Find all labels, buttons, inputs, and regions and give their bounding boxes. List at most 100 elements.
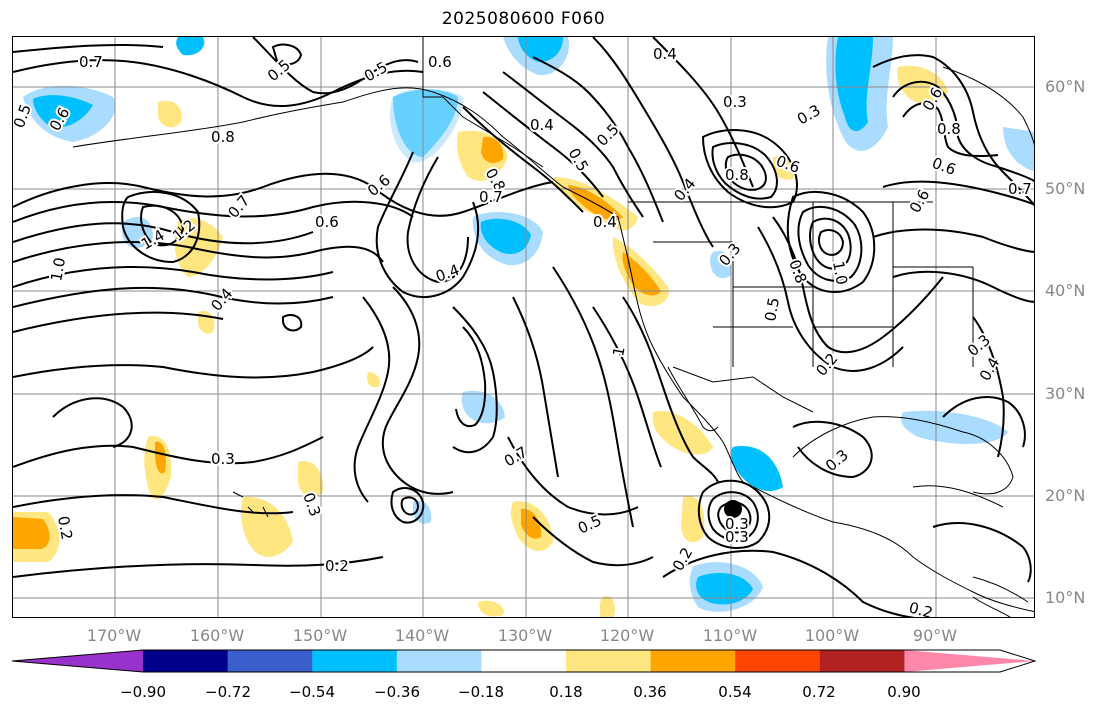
- contour-label: 0.5: [264, 56, 294, 85]
- fill-blob: [174, 217, 223, 277]
- fill-blob: [33, 95, 93, 128]
- colorbar: [11, 649, 1037, 673]
- contour-line: [932, 522, 1032, 583]
- contour-line: [701, 129, 798, 209]
- contour-label: 0.3: [794, 101, 824, 129]
- contour-line: [13, 346, 374, 379]
- fill-blob: [709, 250, 732, 279]
- coastline-cuba: [912, 485, 1004, 508]
- contour-label: 0.6: [930, 154, 959, 179]
- contour-line: [13, 222, 314, 245]
- colorbar-segment: [143, 650, 229, 672]
- fill-blob: [198, 310, 215, 334]
- coastline-alaska: [72, 87, 619, 218]
- contour-label: 0.7: [1008, 180, 1032, 198]
- fill-blob: [478, 600, 504, 617]
- contour-line: [697, 479, 771, 549]
- lon-label: 150°W: [292, 626, 348, 645]
- figure-title: 2025080600 F060: [441, 9, 606, 29]
- contour-line: [882, 180, 1034, 206]
- contour-label: 0.4: [593, 213, 617, 231]
- colorbar-tick-label: 0.36: [633, 683, 667, 701]
- contour-line: [592, 37, 714, 248]
- fill-blob: [389, 88, 464, 163]
- contour-line: [452, 306, 498, 454]
- contour-line: [252, 37, 419, 95]
- contour-line: [13, 266, 334, 288]
- map-panel: 0.7 0.6 0.5 0.5 0.4 0.3 0.3 0.8 0.6 0.6 …: [12, 36, 1035, 618]
- contour-line: [406, 156, 469, 284]
- contour-line: [400, 496, 420, 516]
- contour-line: [353, 296, 391, 503]
- colorbar-segment: [735, 650, 821, 672]
- border-us-mexico: [672, 366, 814, 413]
- contour-layer: [13, 37, 1034, 617]
- contour-line: [757, 226, 904, 372]
- fill-blob: [155, 441, 166, 474]
- colorbar-tick-label: 0.90: [887, 683, 921, 701]
- fill-blob: [599, 596, 615, 617]
- contour-label: 0.8: [211, 128, 235, 146]
- contour-line: [13, 200, 414, 223]
- contour-line: [390, 487, 425, 524]
- lon-label: 160°W: [189, 626, 245, 645]
- contour-label: 0.8: [725, 166, 749, 184]
- contour-label: 0.7: [79, 53, 103, 71]
- fill-blob: [13, 517, 50, 549]
- fill-blob: [730, 446, 783, 492]
- lat-label: 20°N: [1045, 486, 1086, 505]
- colorbar-tick-label: −0.54: [289, 683, 335, 701]
- contour-label: 0.4: [530, 116, 554, 134]
- contour-line: [724, 153, 767, 191]
- contour-line: [786, 191, 876, 294]
- fill-blob: [897, 65, 948, 104]
- contour-line: [482, 91, 604, 198]
- colorbar-segment: [904, 650, 1035, 672]
- lon-label: 90°W: [912, 626, 958, 645]
- contour-line: [13, 436, 324, 468]
- colorbar-segment: [312, 650, 398, 672]
- contour-line: [52, 397, 133, 448]
- contour-label: 0.3: [725, 528, 749, 546]
- contour-line: [512, 296, 559, 478]
- contour-line: [532, 56, 664, 223]
- fill-blob: [622, 252, 661, 296]
- fill-blob: [518, 37, 563, 62]
- coastline-west-coast: [617, 216, 744, 483]
- fill-blob: [1003, 127, 1034, 172]
- contour-line: [121, 191, 201, 264]
- fill-blob: [481, 136, 504, 163]
- contour-line: [902, 102, 999, 157]
- state-lines: [653, 202, 974, 367]
- lat-label: 60°N: [1045, 77, 1086, 96]
- lon-label: 140°W: [394, 626, 450, 645]
- coastline-hudson: [942, 66, 1034, 146]
- storm-center-marker: [724, 500, 742, 518]
- contour-label: 0.3: [723, 93, 747, 111]
- lon-label: 100°W: [804, 626, 860, 645]
- contour-label: 0.6: [428, 53, 452, 71]
- contour-label: 1: [609, 345, 628, 358]
- colorbar-tick-label: 0.72: [802, 683, 836, 701]
- contour-label: 0.3: [725, 515, 749, 533]
- contour-line: [711, 142, 778, 200]
- contour-line: [792, 420, 873, 479]
- contour-label: 0.4: [653, 45, 677, 63]
- contour-line: [455, 326, 487, 428]
- contour-line: [13, 43, 164, 53]
- contour-line: [662, 549, 915, 617]
- contour-label: 0.2: [325, 557, 349, 575]
- contour-line: [818, 229, 845, 256]
- colorbar-outline: [11, 649, 1037, 673]
- contour-line: [13, 556, 384, 578]
- contour-line: [872, 54, 1034, 207]
- coastline-islands: [177, 226, 269, 518]
- lon-label: 120°W: [599, 626, 655, 645]
- contour-label: 0.4: [670, 175, 699, 205]
- contour-line: [462, 106, 584, 213]
- fill-blob: [176, 37, 205, 56]
- contour-label: 1.0: [829, 260, 851, 287]
- lon-label: 110°W: [702, 626, 758, 645]
- colorbar-tick-label: 0.18: [549, 683, 583, 701]
- contour-label: 1.0: [47, 256, 69, 283]
